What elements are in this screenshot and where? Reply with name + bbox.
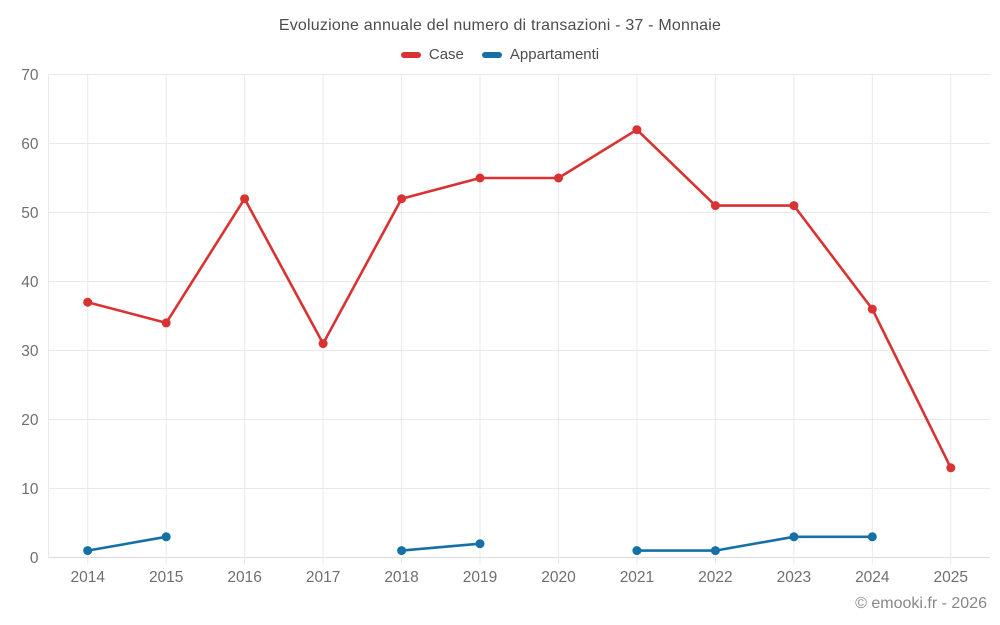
chart-title: Evoluzione annuale del numero di transaz… <box>278 17 722 34</box>
data-point-appartamenti-2015 <box>161 532 171 542</box>
y-tick-label: 10 <box>21 481 39 498</box>
data-point-case-2023 <box>789 201 799 211</box>
copyright-footer: © emooki.fr - 2026 <box>855 595 987 612</box>
legend-label-case: Case <box>428 46 464 63</box>
x-tick-label: 2020 <box>541 569 576 586</box>
x-tick-label: 2016 <box>227 569 261 586</box>
chart-legend: Case Appartamenti <box>0 46 1000 63</box>
y-tick-label: 50 <box>21 205 39 222</box>
y-tick-label: 40 <box>21 274 39 291</box>
series-line-appartamenti <box>86 535 874 552</box>
x-tick-label: 2023 <box>777 569 811 586</box>
data-point-case-2019 <box>475 173 485 183</box>
x-tick-label: 2021 <box>620 569 654 586</box>
data-point-appartamenti-2019 <box>475 539 485 549</box>
data-point-case-2014 <box>83 297 93 307</box>
y-tick-label: 0 <box>30 550 39 567</box>
legend-marker-appartamenti-icon <box>481 51 502 58</box>
legend-item-appartamenti[interactable]: Appartamenti <box>481 46 600 63</box>
data-point-case-2015 <box>161 318 171 328</box>
x-tick-label: 2024 <box>855 569 890 586</box>
y-tick-label: 70 <box>21 67 39 84</box>
x-tick-label: 2015 <box>149 569 183 586</box>
series-line-case <box>86 128 953 470</box>
x-tick-label: 2017 <box>306 569 340 586</box>
y-tick-label: 30 <box>21 343 39 360</box>
legend-item-case[interactable]: Case <box>400 46 464 63</box>
data-point-appartamenti-2023 <box>789 532 799 542</box>
legend-marker-case-icon <box>400 51 421 58</box>
x-tick-label: 2018 <box>384 569 418 586</box>
data-point-appartamenti-2021 <box>632 546 642 556</box>
data-point-case-2025 <box>946 463 956 473</box>
data-point-case-2016 <box>240 194 250 204</box>
x-tick-label: 2022 <box>698 569 732 586</box>
data-point-case-2021 <box>632 125 642 135</box>
data-point-appartamenti-2024 <box>867 532 877 542</box>
data-point-appartamenti-2018 <box>397 546 407 556</box>
data-point-appartamenti-2022 <box>710 546 720 556</box>
data-point-case-2018 <box>397 194 407 204</box>
x-tick-label: 2019 <box>463 569 497 586</box>
data-point-case-2022 <box>710 201 720 211</box>
y-tick-label: 60 <box>21 136 39 153</box>
data-point-appartamenti-2014 <box>83 546 93 556</box>
data-point-case-2020 <box>554 173 563 183</box>
data-point-case-2024 <box>867 304 877 314</box>
legend-label-appartamenti: Appartamenti <box>509 46 600 63</box>
x-tick-label: 2014 <box>70 569 105 586</box>
y-tick-label: 20 <box>21 412 39 429</box>
x-tick-label: 2025 <box>934 569 968 586</box>
data-point-case-2017 <box>318 339 328 349</box>
